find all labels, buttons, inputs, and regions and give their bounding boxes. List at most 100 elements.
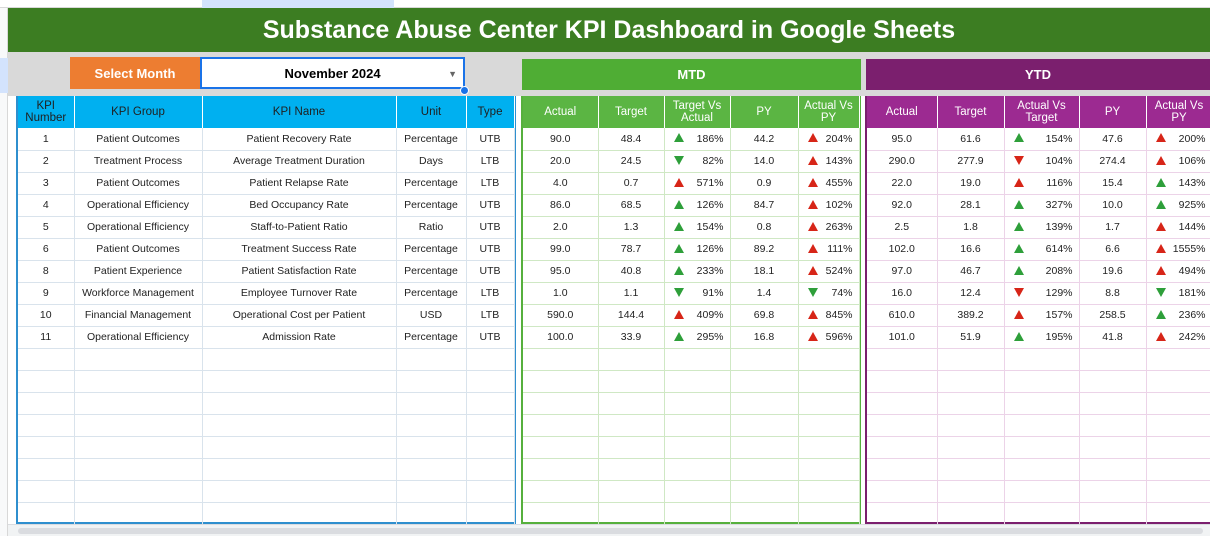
ytd-actual-cell[interactable]: 610.0 <box>867 304 938 327</box>
mtd-py-cell[interactable]: 16.8 <box>730 326 799 349</box>
mtd-target-vs-actual-cell[interactable]: 91% <box>664 282 731 305</box>
empty-cell[interactable] <box>396 458 467 481</box>
ytd-target-cell[interactable]: 46.7 <box>937 260 1005 283</box>
empty-cell[interactable] <box>598 436 665 459</box>
mtd-actual-cell[interactable]: 1.0 <box>523 282 599 305</box>
ytd-actual-cell[interactable]: 92.0 <box>867 194 938 217</box>
empty-cell[interactable] <box>1146 370 1210 393</box>
kpi-group-cell[interactable]: Patient Outcomes <box>74 238 203 261</box>
mtd-target-vs-actual-cell[interactable]: 82% <box>664 150 731 173</box>
mtd-actual-vs-py-cell[interactable]: 74% <box>798 282 860 305</box>
empty-cell[interactable] <box>1079 502 1147 525</box>
empty-cell[interactable] <box>867 370 938 393</box>
empty-cell[interactable] <box>396 502 467 525</box>
ytd-actual-vs-py-cell[interactable]: 1555% <box>1146 238 1210 261</box>
scrollbar-thumb[interactable] <box>18 528 1203 534</box>
empty-cell[interactable] <box>74 348 203 371</box>
empty-cell[interactable] <box>1004 480 1080 503</box>
horizontal-scrollbar[interactable] <box>8 524 1210 536</box>
ytd-target-cell[interactable]: 1.8 <box>937 216 1005 239</box>
mtd-actual-cell[interactable]: 4.0 <box>523 172 599 195</box>
mtd-target-vs-actual-cell[interactable]: 233% <box>664 260 731 283</box>
empty-cell[interactable] <box>202 480 397 503</box>
empty-cell[interactable] <box>664 502 731 525</box>
kpi-number-cell[interactable]: 5 <box>18 216 75 239</box>
ytd-actual-vs-py-cell[interactable]: 144% <box>1146 216 1210 239</box>
empty-cell[interactable] <box>523 436 599 459</box>
ytd-actual-cell[interactable]: 101.0 <box>867 326 938 349</box>
kpi-type-cell[interactable]: UTB <box>466 238 515 261</box>
mtd-actual-cell[interactable]: 95.0 <box>523 260 599 283</box>
empty-cell[interactable] <box>1146 414 1210 437</box>
kpi-name-cell[interactable]: Admission Rate <box>202 326 397 349</box>
empty-cell[interactable] <box>598 480 665 503</box>
kpi-name-cell[interactable]: Treatment Success Rate <box>202 238 397 261</box>
ytd-py-cell[interactable]: 41.8 <box>1079 326 1147 349</box>
empty-cell[interactable] <box>466 414 515 437</box>
empty-cell[interactable] <box>598 392 665 415</box>
empty-cell[interactable] <box>1079 348 1147 371</box>
empty-cell[interactable] <box>18 502 75 525</box>
empty-cell[interactable] <box>598 348 665 371</box>
empty-cell[interactable] <box>396 348 467 371</box>
empty-cell[interactable] <box>466 458 515 481</box>
empty-cell[interactable] <box>523 502 599 525</box>
kpi-type-cell[interactable]: LTB <box>466 282 515 305</box>
ytd-actual-cell[interactable]: 22.0 <box>867 172 938 195</box>
mtd-target-cell[interactable]: 33.9 <box>598 326 665 349</box>
empty-cell[interactable] <box>664 480 731 503</box>
ytd-py-cell[interactable]: 258.5 <box>1079 304 1147 327</box>
empty-cell[interactable] <box>396 480 467 503</box>
empty-cell[interactable] <box>798 436 860 459</box>
ytd-py-cell[interactable]: 1.7 <box>1079 216 1147 239</box>
empty-cell[interactable] <box>730 502 799 525</box>
empty-cell[interactable] <box>202 502 397 525</box>
mtd-actual-cell[interactable]: 90.0 <box>523 128 599 151</box>
kpi-group-cell[interactable]: Operational Efficiency <box>74 216 203 239</box>
ytd-actual-vs-target-cell[interactable]: 116% <box>1004 172 1080 195</box>
mtd-actual-vs-py-cell[interactable]: 111% <box>798 238 860 261</box>
mtd-py-cell[interactable]: 0.8 <box>730 216 799 239</box>
ytd-actual-cell[interactable]: 95.0 <box>867 128 938 151</box>
ytd-actual-cell[interactable]: 2.5 <box>867 216 938 239</box>
kpi-unit-cell[interactable]: Percentage <box>396 172 467 195</box>
empty-cell[interactable] <box>466 502 515 525</box>
empty-cell[interactable] <box>937 458 1005 481</box>
mtd-actual-vs-py-cell[interactable]: 263% <box>798 216 860 239</box>
empty-cell[interactable] <box>664 414 731 437</box>
ytd-target-cell[interactable]: 12.4 <box>937 282 1005 305</box>
empty-cell[interactable] <box>396 436 467 459</box>
empty-cell[interactable] <box>798 370 860 393</box>
mtd-py-cell[interactable]: 1.4 <box>730 282 799 305</box>
empty-cell[interactable] <box>937 436 1005 459</box>
empty-cell[interactable] <box>937 392 1005 415</box>
empty-cell[interactable] <box>1079 370 1147 393</box>
empty-cell[interactable] <box>867 480 938 503</box>
ytd-actual-vs-py-cell[interactable]: 181% <box>1146 282 1210 305</box>
empty-cell[interactable] <box>937 480 1005 503</box>
empty-cell[interactable] <box>1146 348 1210 371</box>
mtd-actual-vs-py-cell[interactable]: 845% <box>798 304 860 327</box>
empty-cell[interactable] <box>664 348 731 371</box>
empty-cell[interactable] <box>202 348 397 371</box>
empty-cell[interactable] <box>1146 392 1210 415</box>
empty-cell[interactable] <box>396 370 467 393</box>
kpi-group-cell[interactable]: Operational Efficiency <box>74 326 203 349</box>
mtd-actual-vs-py-cell[interactable]: 102% <box>798 194 860 217</box>
kpi-unit-cell[interactable]: Percentage <box>396 326 467 349</box>
empty-cell[interactable] <box>74 392 203 415</box>
kpi-type-cell[interactable]: LTB <box>466 172 515 195</box>
empty-cell[interactable] <box>202 392 397 415</box>
empty-cell[interactable] <box>466 480 515 503</box>
empty-cell[interactable] <box>1004 414 1080 437</box>
empty-cell[interactable] <box>523 414 599 437</box>
kpi-group-cell[interactable]: Treatment Process <box>74 150 203 173</box>
empty-cell[interactable] <box>867 414 938 437</box>
empty-cell[interactable] <box>202 414 397 437</box>
kpi-group-cell[interactable]: Workforce Management <box>74 282 203 305</box>
mtd-actual-vs-py-cell[interactable]: 143% <box>798 150 860 173</box>
ytd-actual-vs-target-cell[interactable]: 208% <box>1004 260 1080 283</box>
kpi-unit-cell[interactable]: Percentage <box>396 194 467 217</box>
empty-cell[interactable] <box>1079 392 1147 415</box>
mtd-py-cell[interactable]: 18.1 <box>730 260 799 283</box>
